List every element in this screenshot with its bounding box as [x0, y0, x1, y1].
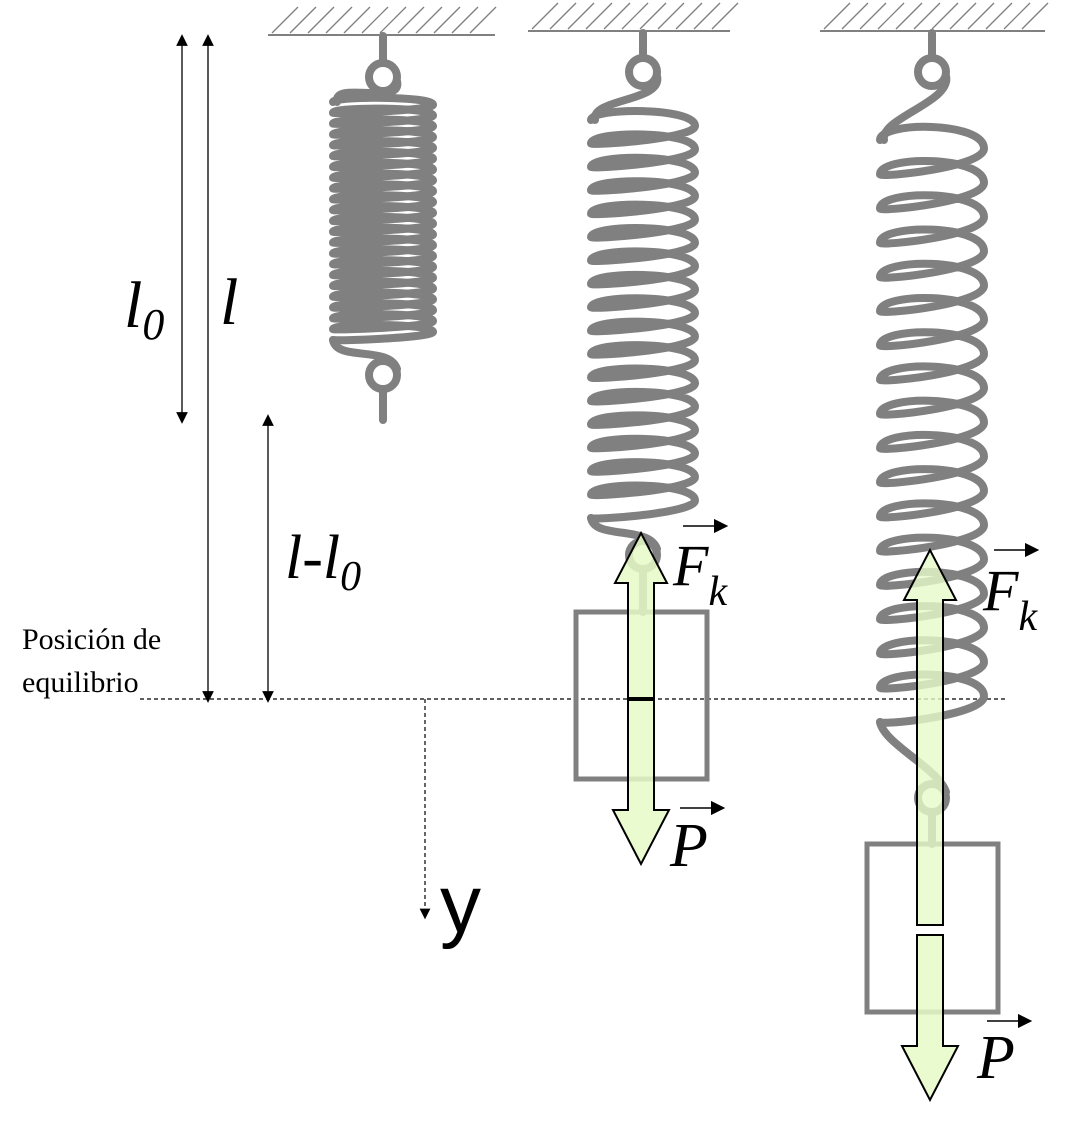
ceiling-hatch — [985, 2, 1013, 30]
ceiling-hatch — [549, 2, 577, 30]
equilibrium-label-line1: Posición de — [22, 623, 161, 656]
ceiling-hatch — [603, 2, 631, 30]
ceiling-hatch — [693, 2, 721, 30]
top-eye — [914, 54, 950, 90]
ceiling-hatch — [361, 6, 389, 34]
fk-label-equilibrium: Fk — [672, 518, 728, 615]
ceiling-hatch — [657, 2, 685, 30]
ceiling-hatch — [415, 6, 443, 34]
equilibrium-label-line2: equilibrio — [22, 666, 139, 699]
spring-unloaded — [329, 32, 438, 424]
ceiling-hatch — [531, 2, 559, 30]
weight-arrow-stretched — [900, 934, 960, 1103]
ceiling-hatch — [841, 2, 869, 30]
svg-text:Fk: Fk — [982, 558, 1038, 640]
ceiling-hatch — [823, 2, 851, 30]
fk-label-stretched: Fk — [982, 542, 1040, 640]
ceiling-hatch — [675, 2, 703, 30]
ceiling-hatch — [433, 6, 461, 34]
ceiling-hatch — [289, 6, 317, 34]
ceiling-hatch — [567, 2, 595, 30]
spring-coils — [587, 107, 700, 523]
spring-coils — [876, 122, 989, 727]
l0-label: l0 — [124, 269, 164, 349]
ceiling-hatch — [585, 2, 613, 30]
ceiling-2 — [528, 2, 739, 32]
ceiling-hatch — [621, 2, 649, 30]
ceiling-hatch — [307, 6, 335, 34]
ceiling-hatch — [325, 6, 353, 34]
y-axis-label: y — [440, 859, 481, 950]
ceiling-hatch — [967, 2, 995, 30]
ceiling-hatch — [343, 6, 371, 34]
spring-stretched — [876, 29, 989, 848]
ceiling-hatch — [271, 6, 299, 34]
ceiling-hatch — [913, 2, 941, 30]
bottom-eye — [365, 357, 401, 393]
ceiling-1 — [268, 6, 497, 36]
spring-force-arrow-stretched — [902, 547, 958, 926]
ceiling-hatch — [397, 6, 425, 34]
ceiling-hatch — [1021, 2, 1049, 30]
p-label-equilibrium: P — [669, 800, 726, 880]
ceiling-hatch — [949, 2, 977, 30]
svg-text:P: P — [669, 812, 708, 880]
l-label: l — [220, 266, 238, 339]
ceiling-hatch — [639, 2, 667, 30]
svg-text:P: P — [976, 1024, 1015, 1092]
ceiling-hatch — [711, 2, 739, 30]
ceiling-hatch — [1003, 2, 1031, 30]
p-label-stretched: P — [976, 1013, 1033, 1092]
ceiling-hatch — [859, 2, 887, 30]
elongation-label: l-l0 — [285, 524, 361, 600]
ceiling-hatch — [379, 6, 407, 34]
weight-arrow-equilibrium — [611, 699, 671, 867]
ceiling-3 — [820, 2, 1049, 32]
spring-coils — [329, 93, 438, 345]
ceiling-hatch — [451, 6, 479, 34]
ceiling-hatch — [931, 2, 959, 30]
svg-text:Fk: Fk — [672, 533, 728, 615]
ceiling-hatch — [895, 2, 923, 30]
ceiling-hatch — [469, 6, 497, 34]
spring-force-arrow-equilibrium — [613, 530, 669, 699]
ceiling-hatch — [877, 2, 905, 30]
spring-equilibrium — [587, 29, 700, 616]
